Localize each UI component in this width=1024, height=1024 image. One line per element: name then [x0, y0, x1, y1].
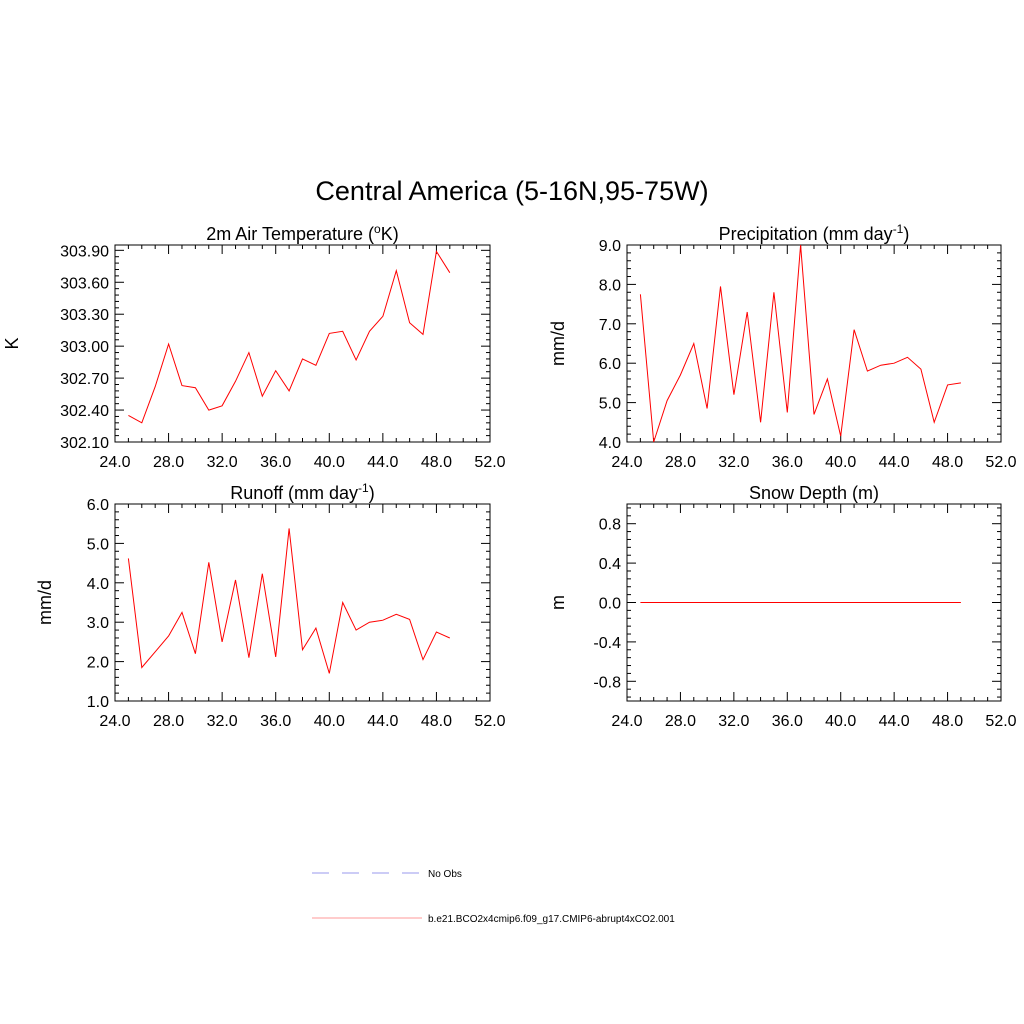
- y-tick-label: 302.40: [60, 403, 109, 420]
- y-tick-label: 5.0: [87, 536, 109, 553]
- y-tick-label: 0.4: [599, 556, 621, 573]
- y-axis-label: mm/d: [35, 580, 55, 625]
- y-axis-label: mm/d: [548, 321, 568, 366]
- x-tick-label: 48.0: [421, 713, 452, 730]
- panel-title-superscript: -1: [358, 481, 369, 495]
- series-line-runoff: [127, 528, 451, 674]
- x-tick-label: 36.0: [772, 713, 803, 730]
- x-tick-label: 28.0: [153, 713, 184, 730]
- x-tick-label: 36.0: [260, 454, 291, 471]
- series-line-precipitation: [639, 244, 961, 443]
- y-tick-label: -0.8: [593, 674, 621, 691]
- x-tick-label: 44.0: [879, 454, 910, 471]
- panel-title: Precipitation (mm day-1): [719, 222, 910, 244]
- x-tick-label: 44.0: [367, 454, 398, 471]
- panel-temperature: 2m Air Temperature (oK) 24.0 28.0 32.0 36.0 4…: [2, 222, 506, 471]
- x-tick-label: 44.0: [879, 713, 910, 730]
- y-tick-label: 8.0: [599, 277, 621, 294]
- panel-title-superscript: o: [374, 222, 381, 236]
- panel-title-main: Snow Depth (m): [749, 483, 879, 503]
- x-tick-label: 36.0: [260, 713, 291, 730]
- y-tick-label: 6.0: [599, 356, 621, 373]
- panel-snow-depth: Snow Depth (m) 24.0 28.0 32.0 36.0 40.0 44.0 48…: [548, 483, 1017, 730]
- x-tick-label: 52.0: [985, 713, 1016, 730]
- x-tick-label: 40.0: [825, 454, 856, 471]
- y-tick-label: 303.00: [60, 339, 109, 356]
- legend-label: No Obs: [428, 869, 462, 880]
- panel-title-superscript: -1: [893, 222, 904, 236]
- panel-title-suffix: K): [381, 224, 399, 244]
- y-tick-label: 0.0: [599, 596, 621, 613]
- y-tick-label: 5.0: [599, 396, 621, 413]
- x-tick-label: 52.0: [474, 454, 505, 471]
- plot-frame: [114, 244, 491, 443]
- y-tick-label: 303.90: [60, 243, 109, 260]
- x-tick-label: 40.0: [314, 713, 345, 730]
- x-tick-label: 52.0: [985, 454, 1016, 471]
- x-tick-label: 48.0: [932, 713, 963, 730]
- y-tick-label: 303.60: [60, 275, 109, 292]
- x-tick-label: 40.0: [825, 713, 856, 730]
- panels: 2m Air Temperature (oK)24.0 28.0 32.0 36.0 4…: [2, 222, 1017, 730]
- x-tick-label: 24.0: [99, 454, 130, 471]
- panel-precipitation: Precipitation (mm day-1) 24.0 28.0 32.0 36.0…: [548, 222, 1017, 471]
- y-tick-label: 2.0: [87, 655, 109, 672]
- x-tick-label: 52.0: [474, 713, 505, 730]
- x-tick-label: 40.0: [314, 454, 345, 471]
- x-tick-label: 28.0: [665, 454, 696, 471]
- y-tick-label: 3.0: [87, 615, 109, 632]
- figure-title: Central America (5-16N,95-75W): [315, 176, 708, 206]
- panel-title: Snow Depth (m): [749, 483, 879, 503]
- x-tick-label: 32.0: [718, 713, 749, 730]
- panel-title-suffix: ): [903, 224, 909, 244]
- y-tick-label: 1.0: [87, 694, 109, 711]
- panel-title: Runoff (mm day-1): [230, 481, 374, 503]
- panel-title: 2m Air Temperature (oK): [206, 222, 398, 244]
- legend-label: b.e21.BCO2x4cmip6.f09_g17.CMIP6-abrupt4x…: [428, 914, 675, 925]
- panel-title-main: Runoff (mm day: [230, 483, 358, 503]
- x-tick-label: 32.0: [207, 454, 238, 471]
- y-axis-label: m: [548, 595, 568, 610]
- y-tick-label: 302.70: [60, 371, 109, 388]
- panel-title-suffix: ): [369, 483, 375, 503]
- y-axis-label: K: [2, 337, 22, 349]
- panel-title-main: Precipitation (mm day: [719, 224, 893, 244]
- panel-title-main: 2m Air Temperature (: [206, 224, 374, 244]
- x-tick-label: 48.0: [421, 454, 452, 471]
- plot-frame: [114, 503, 491, 702]
- x-tick-label: 28.0: [665, 713, 696, 730]
- x-tick-label: 32.0: [207, 713, 238, 730]
- series-line-temperature: [128, 250, 451, 424]
- x-tick-label: 32.0: [718, 454, 749, 471]
- y-tick-label: 9.0: [599, 238, 621, 255]
- y-tick-label: 0.8: [599, 517, 621, 534]
- panel-runoff: Runoff (mm day-1) 24.0 28.0 32.0 36.0 40.0 44.…: [35, 481, 506, 730]
- legend: No Obs b.e21.BCO2x4cmip6.f09_g17.CMIP6-ab…: [312, 869, 675, 925]
- y-tick-label: 4.0: [599, 435, 621, 452]
- x-tick-label: 36.0: [772, 454, 803, 471]
- y-tick-label: 4.0: [87, 576, 109, 593]
- x-tick-label: 24.0: [611, 454, 642, 471]
- y-tick-label: 302.10: [60, 435, 109, 452]
- y-tick-label: 7.0: [599, 317, 621, 334]
- x-tick-label: 24.0: [611, 713, 642, 730]
- x-tick-label: 28.0: [153, 454, 184, 471]
- x-tick-label: 24.0: [99, 713, 130, 730]
- x-tick-label: 44.0: [367, 713, 398, 730]
- x-tick-label: 48.0: [932, 454, 963, 471]
- y-tick-label: -0.4: [593, 635, 621, 652]
- y-tick-label: 6.0: [87, 497, 109, 514]
- y-tick-label: 303.30: [60, 307, 109, 324]
